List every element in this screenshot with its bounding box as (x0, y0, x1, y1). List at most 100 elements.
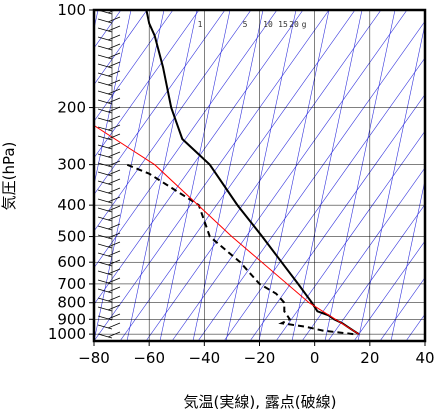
wind-barb (107, 160, 121, 167)
wind-barb (107, 223, 121, 230)
dry-adiabat-line (119, 10, 356, 341)
wind-barb (97, 180, 113, 186)
wind-barb (97, 135, 113, 141)
parcel-line (94, 124, 360, 335)
grid-lines (94, 9, 425, 341)
wind-barb (97, 279, 113, 285)
dry-adiabat-line (353, 240, 425, 341)
dry-adiabat-line (197, 20, 425, 341)
wind-barb (107, 241, 121, 248)
wind-barb (107, 277, 121, 284)
dry-adiabat-line (145, 10, 382, 341)
dry-adiabat-line (94, 10, 252, 232)
wind-barb (107, 196, 121, 203)
wind-barb (107, 25, 121, 32)
dry-adiabat-line (94, 10, 226, 196)
wind-barb (97, 270, 113, 276)
wind-barb (107, 304, 121, 311)
wind-barb (97, 18, 113, 24)
wind-barbs (97, 10, 121, 339)
series-group (94, 10, 360, 336)
y-tick-label: 400 (57, 196, 86, 214)
wind-barb (97, 306, 113, 312)
dry-adiabat-line (171, 10, 408, 341)
wind-barb (97, 90, 113, 96)
y-tick-label: 100 (57, 1, 86, 19)
x-axis-title: 気温(実線), 露点(破線) (184, 393, 337, 411)
wind-barb (107, 205, 121, 212)
wind-barb (97, 126, 113, 132)
wind-barb (97, 225, 113, 231)
dry-adiabat-line (275, 130, 425, 341)
wind-barb (107, 97, 121, 104)
dry-adiabat-line (94, 10, 200, 159)
dry-adiabat-line (94, 10, 330, 341)
x-tick-label: 0 (310, 349, 320, 367)
wind-barb (97, 99, 113, 105)
wind-barb (97, 243, 113, 249)
wind-barb (97, 234, 113, 240)
wind-barb (97, 207, 113, 213)
dry-adiabat-line (94, 10, 174, 122)
mixing-ratio-line (390, 178, 425, 341)
wind-barb (107, 142, 121, 149)
wind-barb (107, 115, 121, 122)
y-tick-label: 1000 (48, 325, 86, 343)
wind-barb (97, 171, 113, 177)
wind-barb (107, 169, 121, 176)
dry-adiabat-line (94, 10, 304, 305)
y-tick-label: 800 (57, 294, 86, 312)
wind-barb (97, 72, 113, 78)
wind-barb (97, 216, 113, 222)
wind-barb (107, 106, 121, 113)
wind-barb (107, 331, 121, 338)
x-tick-label: 20 (360, 349, 379, 367)
wind-barb (107, 268, 121, 275)
wind-barb (97, 297, 113, 303)
dry-adiabat-line (94, 10, 278, 269)
wind-barb (97, 36, 113, 42)
wind-barb (97, 27, 113, 33)
wind-barb (107, 88, 121, 95)
y-tick-label: 900 (57, 310, 86, 328)
dry-adiabat-line (379, 277, 425, 341)
wind-barb (107, 34, 121, 41)
wind-barb (107, 70, 121, 77)
dry-adiabat-line (249, 93, 425, 341)
dry-adiabat-line (327, 203, 425, 341)
wind-barb (97, 288, 113, 294)
mixing-ratio-line (291, 10, 363, 341)
mixing-ratio-label: 1 (198, 20, 203, 29)
mixing-ratio-label: g (302, 20, 307, 29)
wind-barb (107, 250, 121, 257)
wind-barb (107, 286, 121, 293)
wind-barb (107, 313, 121, 320)
wind-barb (97, 81, 113, 87)
wind-barb (107, 259, 121, 266)
mixing-ratio-line (225, 10, 297, 341)
mixing-ratio-label: 15 (278, 20, 288, 29)
wind-barb (107, 178, 121, 185)
y-tick-label: 600 (57, 253, 86, 271)
wind-barb (97, 333, 113, 339)
dewpoint-line (126, 163, 354, 336)
y-tick-label: 500 (57, 228, 86, 246)
dry-adiabat-line (405, 313, 425, 341)
wind-barb (107, 322, 121, 329)
wind-barb (107, 151, 121, 158)
wind-barb (107, 52, 121, 59)
wind-barb (107, 43, 121, 50)
dry-adiabat-line (94, 10, 148, 86)
wind-barb (97, 189, 113, 195)
mixing-ratio-line (94, 10, 132, 187)
wind-barb (97, 261, 113, 267)
dry-adiabat-line (301, 167, 425, 341)
mixing-ratio-labels: 1 5 10 15 20 g (198, 20, 307, 29)
wind-barb (97, 144, 113, 150)
x-tick-label: −60 (133, 349, 165, 367)
mixing-ratio-line (159, 10, 231, 341)
wind-barb (107, 232, 121, 239)
wind-barb (97, 324, 113, 330)
wind-barb (97, 63, 113, 69)
wind-barb (97, 117, 113, 123)
